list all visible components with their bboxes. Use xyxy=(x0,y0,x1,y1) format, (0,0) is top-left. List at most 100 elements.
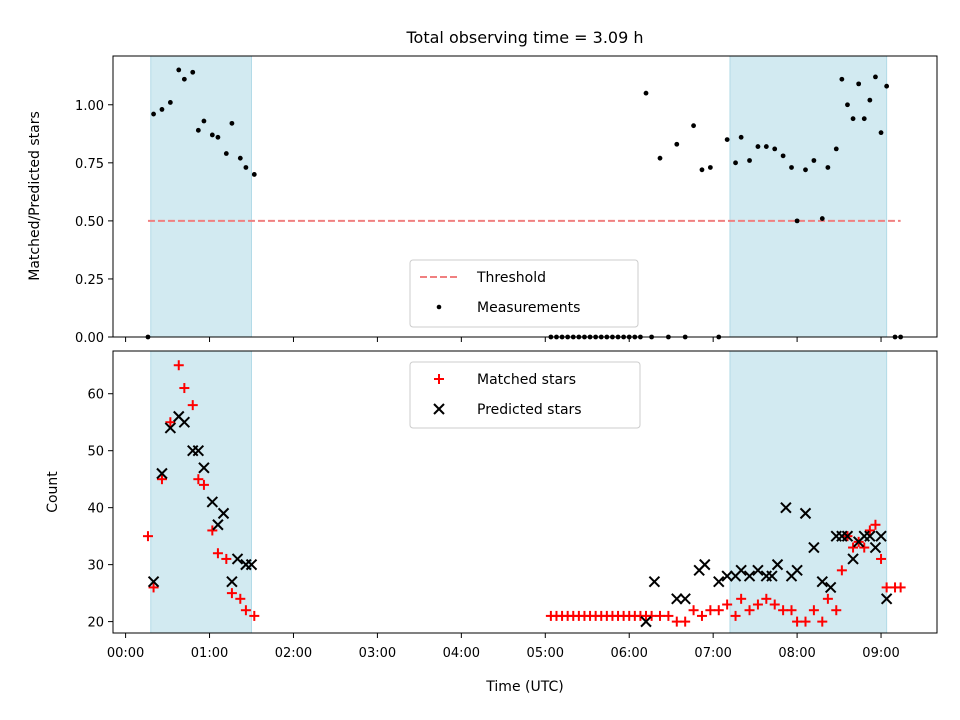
predicted-star-point xyxy=(869,541,882,554)
measurement-point xyxy=(159,107,165,112)
matched-star-point xyxy=(808,605,819,616)
predicted-star-point xyxy=(164,422,177,434)
matched-star-point xyxy=(705,605,716,616)
top-y-tick-label: 0.00 xyxy=(75,331,104,346)
matched-star-point xyxy=(671,616,682,627)
matched-star-point xyxy=(187,400,198,411)
predicted-star-point xyxy=(847,553,859,565)
measurement-point xyxy=(243,165,249,170)
matched-star-point xyxy=(859,542,870,553)
matched-star-point xyxy=(876,553,887,564)
bottom-legend: Matched stars Predicted stars xyxy=(409,361,641,429)
predicted-star-stroke xyxy=(245,558,258,571)
predicted-star-stroke xyxy=(735,564,747,577)
shaded-interval xyxy=(729,55,888,338)
matched-star-point xyxy=(895,582,906,593)
matched-star-point xyxy=(822,593,833,604)
predicted-star-stroke xyxy=(699,558,711,571)
measurement-point xyxy=(819,216,825,221)
predicted-star-stroke xyxy=(679,593,691,605)
measurement-point xyxy=(229,120,235,126)
shaded-interval xyxy=(729,350,888,634)
top-y-tick-label: 0.50 xyxy=(75,215,104,230)
matched-star-point xyxy=(831,605,842,616)
predicted-star-stroke xyxy=(869,541,882,554)
predicted-star-stroke xyxy=(752,564,764,577)
predicted-stars-series xyxy=(147,410,893,628)
predicted-star-point xyxy=(156,467,168,480)
measurement-point xyxy=(190,69,196,75)
measurement-point xyxy=(803,167,808,173)
predicted-star-stroke xyxy=(713,576,725,588)
top-y-tick-label: 0.25 xyxy=(75,273,104,288)
measurements-legend-label: Measurements xyxy=(477,300,580,316)
matched-star-point xyxy=(722,599,733,610)
predicted-star-stroke xyxy=(808,541,820,554)
matched-star-point xyxy=(198,479,209,490)
predicted-star-stroke xyxy=(824,581,837,594)
matched-star-point xyxy=(249,610,260,621)
matched-star-point xyxy=(688,605,699,616)
matched-star-point xyxy=(792,616,803,627)
predicted-stars-legend-label: Predicted stars xyxy=(477,402,582,418)
matched-star-point xyxy=(142,531,153,542)
bottom-y-ticks: 20 30 40 50 60 xyxy=(87,388,113,631)
predicted-star-point xyxy=(808,541,820,554)
bottom-y-tick-label: 20 xyxy=(87,616,104,631)
predicted-star-point xyxy=(147,576,160,588)
measurement-point xyxy=(780,153,786,159)
matched-star-point xyxy=(817,616,828,627)
predicted-star-stroke xyxy=(173,410,185,423)
matched-star-point xyxy=(240,605,251,616)
predicted-star-stroke xyxy=(206,496,219,508)
x-tick-label: 05:00 xyxy=(527,646,564,661)
predicted-star-point xyxy=(212,519,224,531)
bottom-y-axis-label: Count xyxy=(45,471,61,513)
measurement-point xyxy=(856,81,862,87)
measurement-point xyxy=(724,137,730,143)
predicted-star-point xyxy=(791,564,803,577)
predicted-star-stroke xyxy=(671,593,683,605)
predicted-star-point xyxy=(198,462,210,474)
measurement-point xyxy=(691,123,696,129)
predicted-star-stroke xyxy=(640,615,652,628)
bottom-y-tick-label: 50 xyxy=(87,445,104,460)
measurement-point xyxy=(850,116,856,122)
measurement-point xyxy=(867,97,873,103)
predicted-star-point xyxy=(880,593,893,605)
measurement-point xyxy=(215,134,221,140)
matched-star-point xyxy=(870,519,881,530)
bottom-x-ticks: 00:00 01:00 02:00 03:00 04:00 05:00 06:00 07:00… xyxy=(107,633,900,661)
predicted-stars-legend-swatch xyxy=(433,403,445,415)
measurement-point xyxy=(738,134,744,140)
bottom-y-tick-label: 60 xyxy=(87,388,104,403)
bottom-legend-box xyxy=(409,361,641,429)
matched-star-point xyxy=(800,616,811,627)
x-tick-label: 04:00 xyxy=(443,646,480,661)
measurement-point xyxy=(833,146,839,152)
matched-star-point xyxy=(226,588,237,599)
matched-star-point xyxy=(165,417,176,428)
matched-star-point xyxy=(744,605,755,616)
predicted-star-stroke xyxy=(743,570,756,582)
bottom-y-tick-label: 40 xyxy=(87,502,104,517)
x-tick-label: 07:00 xyxy=(694,646,731,661)
predicted-star-stroke xyxy=(192,444,205,457)
predicted-star-stroke xyxy=(156,467,168,480)
measurement-point xyxy=(151,111,156,117)
matched-star-point xyxy=(736,593,747,604)
predicted-star-stroke xyxy=(231,553,244,565)
shaded-interval xyxy=(150,350,252,634)
predicted-star-stroke xyxy=(841,530,854,542)
shaded-interval xyxy=(150,55,252,338)
predicted-star-point xyxy=(824,581,837,594)
top-legend-box xyxy=(409,259,639,328)
measurement-point xyxy=(811,158,817,163)
predicted-star-point xyxy=(192,444,205,457)
predicted-star-point xyxy=(864,530,876,542)
bottom-plot-frame xyxy=(112,350,938,634)
matched-star-point xyxy=(221,553,232,564)
predicted-star-point xyxy=(766,570,778,582)
measurement-point xyxy=(167,100,173,105)
